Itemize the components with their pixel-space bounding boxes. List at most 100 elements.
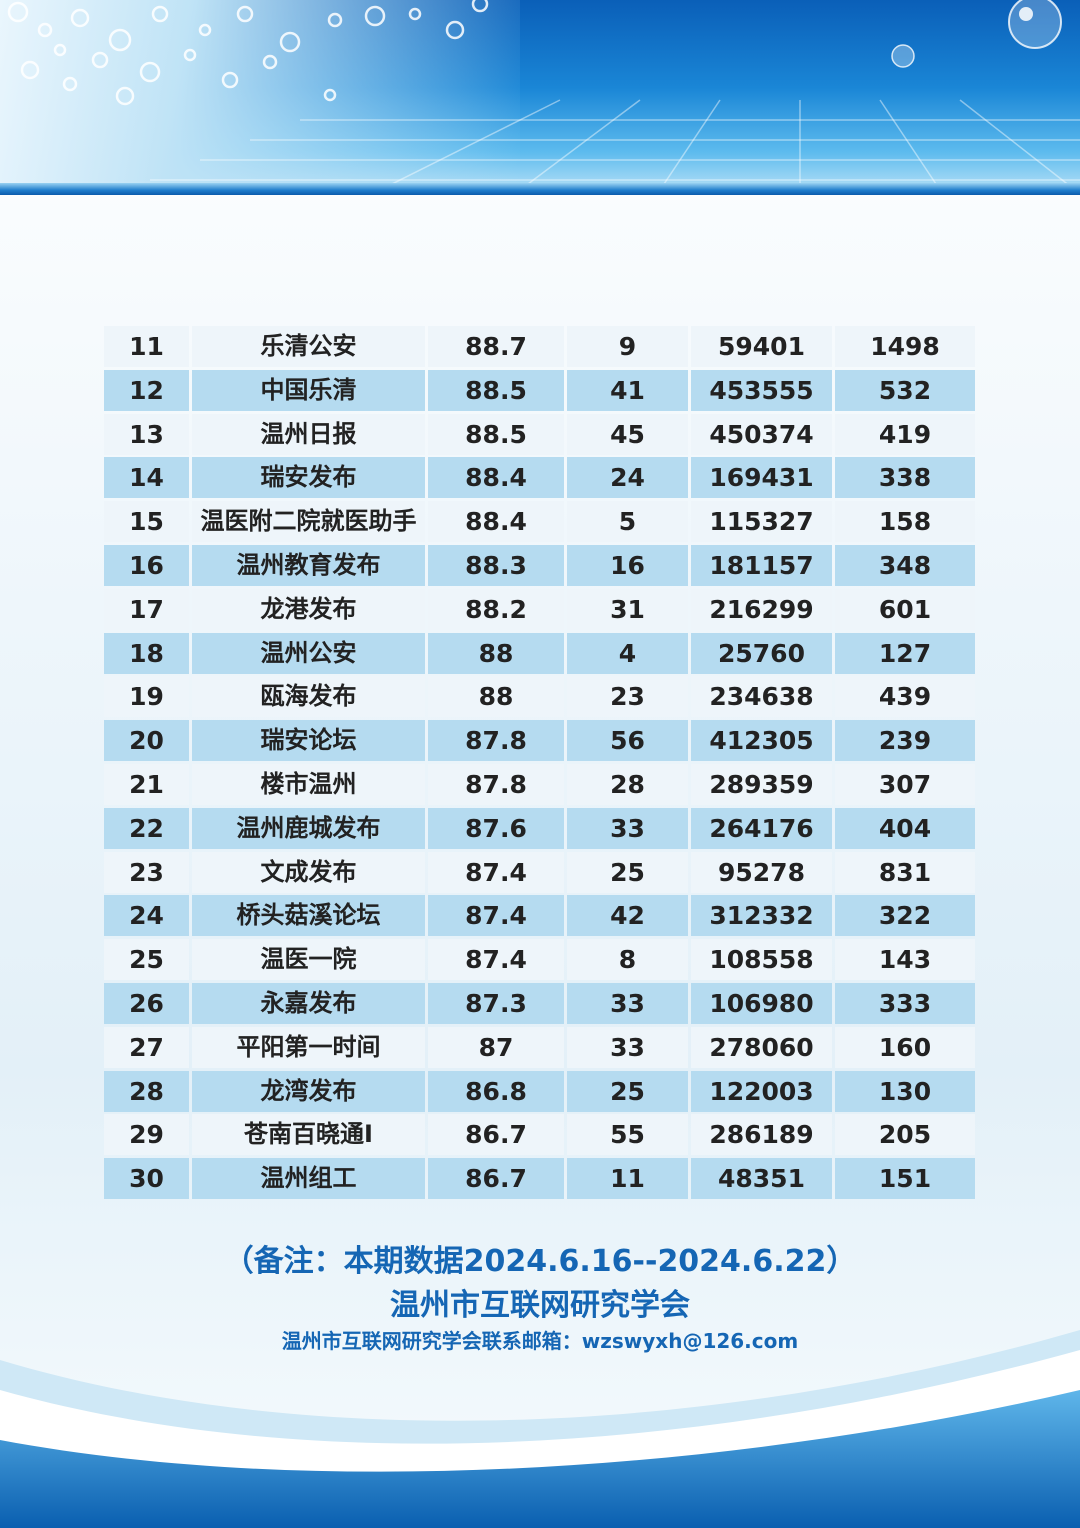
score-cell: 88.3 — [428, 545, 564, 586]
posts-cell: 31 — [567, 588, 688, 630]
posts-cell: 9 — [567, 326, 688, 367]
reads-cell: 115327 — [691, 501, 832, 543]
rank-cell: 13 — [104, 413, 189, 455]
reads-cell: 450374 — [691, 413, 832, 455]
score-cell: 87.4 — [428, 895, 564, 937]
account-name-cell: 温州教育发布 — [192, 545, 425, 586]
posts-cell: 8 — [567, 939, 688, 981]
reads-cell: 289359 — [691, 764, 832, 805]
posts-cell: 11 — [567, 1158, 688, 1200]
posts-cell: 42 — [567, 895, 688, 937]
posts-cell: 24 — [567, 457, 688, 499]
rank-cell: 26 — [104, 983, 189, 1024]
likes-cell: 419 — [835, 413, 975, 455]
account-name-cell: 瑞安论坛 — [192, 720, 425, 762]
rank-cell: 19 — [104, 676, 189, 718]
period-note: （备注：本期数据2024.6.16--2024.6.22） — [223, 1244, 857, 1279]
posts-cell: 45 — [567, 413, 688, 455]
reads-cell: 25760 — [691, 632, 832, 674]
likes-cell: 601 — [835, 588, 975, 630]
likes-cell: 532 — [835, 369, 975, 411]
rank-cell: 24 — [104, 895, 189, 937]
organization-name: 温州市互联网研究学会 — [390, 1288, 690, 1323]
likes-cell: 158 — [835, 501, 975, 543]
score-cell: 88.5 — [428, 369, 564, 411]
score-cell: 88.4 — [428, 457, 564, 499]
score-cell: 86.8 — [428, 1070, 564, 1112]
score-cell: 88 — [428, 632, 564, 674]
score-cell: 86.7 — [428, 1114, 564, 1156]
rank-cell: 17 — [104, 588, 189, 630]
header-decoration — [7, 0, 1080, 191]
account-name-cell: 温医附二院就医助手 — [192, 501, 425, 543]
score-cell: 87.4 — [428, 939, 564, 981]
reads-cell: 169431 — [691, 457, 832, 499]
account-name-cell: 乐清公安 — [192, 326, 425, 367]
rank-cell: 20 — [104, 720, 189, 762]
reads-cell: 106980 — [691, 983, 832, 1024]
reads-cell: 181157 — [691, 545, 832, 586]
score-cell: 87.3 — [428, 983, 564, 1024]
likes-cell: 160 — [835, 1026, 975, 1068]
account-name-cell: 温医一院 — [192, 939, 425, 981]
reads-cell: 216299 — [691, 588, 832, 630]
score-cell: 88.5 — [428, 413, 564, 455]
account-name-cell: 温州公安 — [192, 632, 425, 674]
account-name-cell: 温州鹿城发布 — [192, 807, 425, 849]
reads-cell: 286189 — [691, 1114, 832, 1156]
reads-cell: 48351 — [691, 1158, 832, 1200]
posts-cell: 5 — [567, 501, 688, 543]
footer-wave — [0, 1330, 1080, 1528]
posts-cell: 55 — [567, 1114, 688, 1156]
reads-cell: 312332 — [691, 895, 832, 937]
contact-email: 温州市互联网研究学会联系邮箱：wzswyxh@126.com — [281, 1329, 799, 1353]
account-name-cell: 苍南百晓通I — [192, 1114, 425, 1156]
likes-cell: 151 — [835, 1158, 975, 1200]
rank-cell: 15 — [104, 501, 189, 543]
posts-cell: 33 — [567, 807, 688, 849]
account-name-cell: 楼市温州 — [192, 764, 425, 805]
likes-cell: 404 — [835, 807, 975, 849]
score-cell: 87.8 — [428, 720, 564, 762]
rank-cell: 11 — [104, 326, 189, 367]
score-cell: 88.7 — [428, 326, 564, 367]
account-name-cell: 瓯海发布 — [192, 676, 425, 718]
header-glow — [0, 0, 520, 190]
likes-cell: 439 — [835, 676, 975, 718]
header-banner — [0, 0, 1080, 195]
posts-cell: 23 — [567, 676, 688, 718]
posts-cell: 4 — [567, 632, 688, 674]
account-name-cell: 文成发布 — [192, 851, 425, 893]
rank-cell: 27 — [104, 1026, 189, 1068]
reads-cell: 122003 — [691, 1070, 832, 1112]
rank-cell: 21 — [104, 764, 189, 805]
reads-cell: 234638 — [691, 676, 832, 718]
posts-cell: 25 — [567, 851, 688, 893]
account-name-cell: 中国乐清 — [192, 369, 425, 411]
posts-cell: 28 — [567, 764, 688, 805]
score-cell: 88 — [428, 676, 564, 718]
rank-cell: 25 — [104, 939, 189, 981]
account-name-cell: 永嘉发布 — [192, 983, 425, 1024]
reads-cell: 59401 — [691, 326, 832, 367]
likes-cell: 1498 — [835, 326, 975, 367]
reads-cell: 412305 — [691, 720, 832, 762]
likes-cell: 348 — [835, 545, 975, 586]
account-name-cell: 温州组工 — [192, 1158, 425, 1200]
rank-cell: 28 — [104, 1070, 189, 1112]
footer-banner — [0, 1330, 1080, 1528]
likes-cell: 143 — [835, 939, 975, 981]
reads-cell: 108558 — [691, 939, 832, 981]
rank-cell: 18 — [104, 632, 189, 674]
likes-cell: 831 — [835, 851, 975, 893]
score-cell: 86.7 — [428, 1158, 564, 1200]
likes-cell: 130 — [835, 1070, 975, 1112]
rank-cell: 29 — [104, 1114, 189, 1156]
account-name-cell: 龙港发布 — [192, 588, 425, 630]
likes-cell: 205 — [835, 1114, 975, 1156]
rank-cell: 12 — [104, 369, 189, 411]
score-cell: 88.4 — [428, 501, 564, 543]
account-name-cell: 龙湾发布 — [192, 1070, 425, 1112]
posts-cell: 56 — [567, 720, 688, 762]
reads-cell: 95278 — [691, 851, 832, 893]
